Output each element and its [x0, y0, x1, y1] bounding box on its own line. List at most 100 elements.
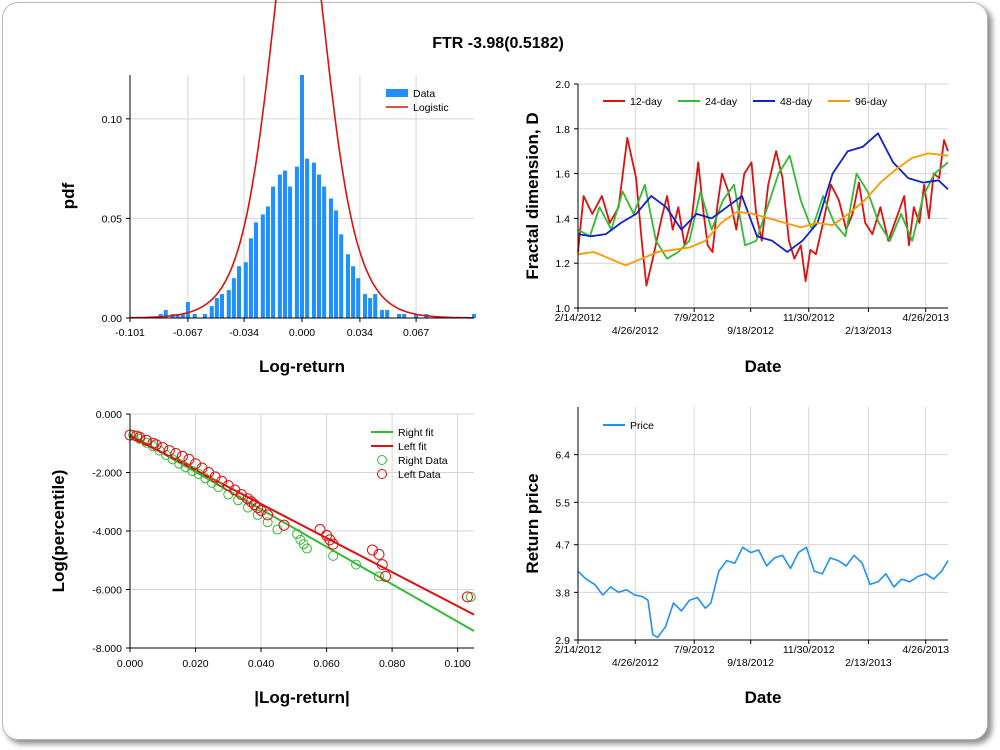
data-point-right-data [242, 502, 253, 513]
series-line-96-day [577, 152, 949, 267]
x-tick-label: 9/18/2012 [727, 657, 774, 669]
x-tick-label: 2/13/2013 [845, 325, 892, 337]
data-point-right-data [301, 543, 312, 554]
y-axis-title: pdf [59, 182, 78, 209]
fit-line-right-fit [129, 433, 475, 632]
histogram-bar [299, 75, 305, 318]
x-tick-label: 2/14/2012 [555, 312, 602, 324]
data-point-left-data [376, 559, 388, 571]
histogram-bar [214, 298, 219, 318]
histogram-panel: -0.101 -0.067 -0.034 0.000 0.034 0.067 0.00 0.0… [59, 0, 477, 376]
y-tick-label: -8.000 [92, 643, 122, 655]
x-axis-title: |Log-return| [254, 688, 349, 707]
data-point-left-data [278, 519, 290, 531]
y-tick-label: 1.2 [555, 258, 570, 270]
figure-title: FTR -3.98(0.5182) [432, 35, 564, 52]
y-tick-label: 4.7 [555, 540, 570, 552]
y-axis-title: Return price [523, 473, 542, 573]
histogram-bar [339, 234, 344, 318]
histogram-bar [180, 314, 185, 318]
fit-line-left-fit [129, 435, 475, 616]
data-point-left-data [262, 509, 274, 521]
legend-label-24-day: 24-day [705, 96, 738, 108]
x-tick-label: 0.080 [379, 658, 405, 670]
x-tick-label: 2/13/2013 [845, 657, 892, 669]
x-tick-label: 0.060 [313, 658, 339, 670]
y-tick-label: 2.9 [555, 635, 570, 647]
y-tick-label: -2.000 [92, 468, 122, 480]
data-point-right-data [292, 528, 303, 539]
histogram-bar [368, 298, 373, 318]
data-point-right-data [187, 466, 198, 477]
histogram-bar [277, 174, 282, 318]
data-point-left-data [157, 442, 169, 454]
y-axis-title: Fractal dimension, D [523, 112, 542, 279]
x-tick-label: 0.034 [347, 327, 373, 339]
data-point-left-data [170, 447, 182, 459]
legend-label-data: Data [413, 88, 435, 100]
histogram-bar [362, 294, 368, 318]
legend-label-48-day: 48-day [780, 96, 813, 108]
x-tick-label: 7/9/2012 [674, 644, 715, 656]
x-tick-label: -0.101 [115, 327, 145, 339]
legend-label-right-data: Right Data [398, 455, 448, 467]
data-point-left-data [176, 450, 188, 462]
histogram-bar [248, 238, 253, 318]
histogram-bar [163, 310, 168, 318]
series-line-24-day [577, 154, 949, 260]
price-panel: 2/14/2012 7/9/2012 11/30/2012 4/26/2013 4/26… [523, 407, 949, 707]
data-point-left-data [163, 445, 175, 457]
legend-label-right-fit: Right fit [398, 427, 434, 439]
histogram-bar [414, 314, 419, 318]
histogram-bar [311, 162, 316, 318]
series-line-48-day [577, 132, 949, 253]
y-tick-label: 1.6 [555, 169, 570, 181]
x-tick-label: 0.020 [182, 658, 208, 670]
histogram-bar [471, 314, 477, 318]
histogram-bar [328, 198, 333, 318]
histogram-bar [385, 310, 390, 318]
histogram-bar [260, 214, 265, 318]
y-tick-label: 1.8 [555, 124, 570, 136]
data-point-left-data [245, 496, 257, 508]
histogram-bar [322, 186, 327, 318]
series-line-12-day [577, 136, 949, 287]
legend-label-12-day: 12-day [630, 96, 663, 108]
legend-label-logistic: Logistic [413, 102, 449, 114]
y-tick-label: 2.0 [555, 79, 570, 91]
y-tick-label: 1.4 [555, 213, 570, 225]
data-point-left-data [242, 493, 254, 505]
histogram-bar [219, 294, 224, 318]
data-point-right-data [272, 524, 283, 535]
legend-swatch-left-data [377, 469, 387, 479]
x-tick-label: 0.067 [403, 327, 429, 339]
x-axis-title: Date [745, 357, 782, 376]
data-point-right-data [262, 517, 273, 528]
data-point-left-data [140, 434, 152, 446]
tail-scatter-panel: 0.000 0.020 0.040 0.060 0.080 0.100 -8.000 -6.0… [49, 409, 476, 707]
x-tick-label: 4/26/2013 [902, 644, 949, 656]
x-tick-label: 4/26/2012 [612, 657, 659, 669]
x-tick-label: 7/9/2012 [674, 312, 715, 324]
x-tick-label: 11/30/2012 [783, 644, 835, 656]
histogram-bar [236, 266, 242, 318]
y-axis-title: Log(percentile) [49, 470, 68, 593]
histogram-bar [175, 314, 180, 318]
data-point-left-data [134, 431, 146, 443]
histogram-bar [202, 314, 207, 318]
histogram-bar [345, 254, 351, 318]
y-tick-label: 3.8 [555, 587, 570, 599]
legend-swatch-data [386, 89, 408, 97]
x-tick-label: 0.100 [444, 658, 470, 670]
x-axis-title: Date [745, 688, 782, 707]
x-tick-label: 4/26/2012 [612, 325, 659, 337]
y-tick-label: 0.10 [102, 114, 123, 126]
data-point-left-data [373, 548, 385, 560]
histogram-bar [397, 314, 402, 318]
x-tick-label: 0.000 [117, 658, 143, 670]
fractal-panel: 2/14/2012 7/9/2012 11/30/2012 4/26/2013 4/26… [523, 79, 949, 376]
y-tick-label: 0.00 [102, 313, 123, 325]
legend-label-price: Price [630, 420, 654, 432]
data-point-right-data [213, 482, 224, 493]
